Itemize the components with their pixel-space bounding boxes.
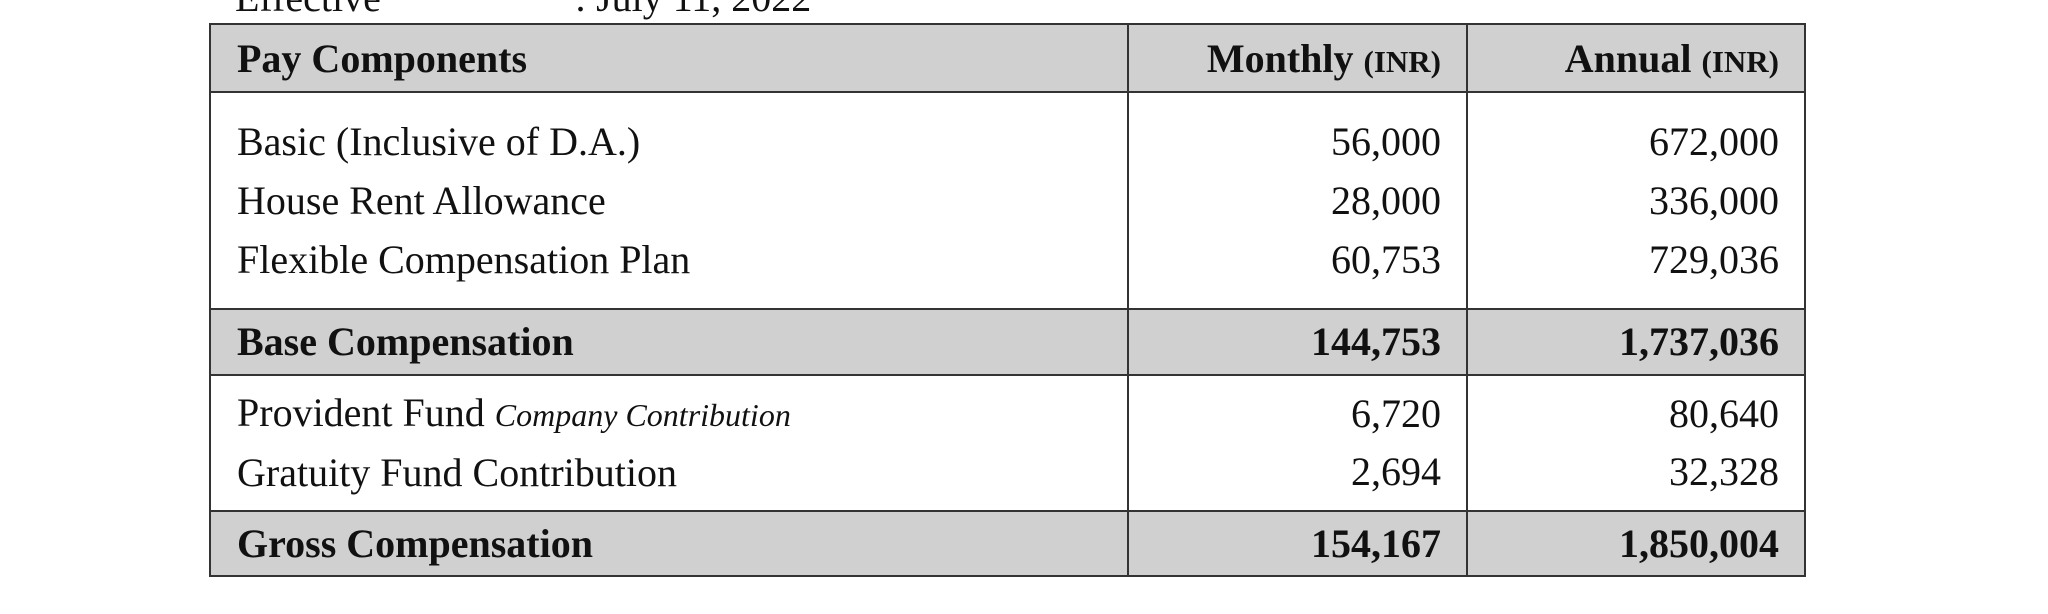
row-group: Provident Fund Company Contribution Gratu… <box>211 374 1804 510</box>
annual: 729,036 <box>1649 237 1779 282</box>
label-cell: Gratuity Fund Contribution <box>237 444 1127 502</box>
column: Provident Fund Company Contribution Gratu… <box>211 376 1127 510</box>
annual-cell: 80,640 <box>1468 385 1779 443</box>
monthly: 56,000 <box>1331 119 1441 164</box>
pay-table: Pay Components Monthly (INR) Annual (INR) B… <box>209 23 1806 577</box>
column: 154,167 <box>1127 512 1466 575</box>
column: 1,850,004 <box>1466 512 1804 575</box>
annual-cell: 336,000 <box>1468 171 1779 230</box>
monthly-cell: 2,694 <box>1129 443 1441 501</box>
column-title: Pay Components <box>237 35 528 81</box>
label: House Rent Allowance <box>237 178 606 223</box>
label-cell: Basic (Inclusive of D.A.) <box>237 112 1127 171</box>
header-text: Monthly (INR) <box>1129 35 1441 82</box>
column: 56,000 28,000 60,753 <box>1127 93 1466 308</box>
annual-cell: 1,737,036 <box>1468 312 1779 372</box>
monthly-cell: 28,000 <box>1129 171 1441 230</box>
annual-cell: 32,328 <box>1468 443 1779 501</box>
column: 1,737,036 <box>1466 310 1804 374</box>
annual-cell: 1,850,004 <box>1468 514 1779 574</box>
label: Base Compensation <box>237 319 574 364</box>
monthly-cell: 60,753 <box>1129 230 1441 289</box>
column-unit: (INR) <box>1363 43 1442 79</box>
total-row: Base Compensation 144,753 1,737,036 <box>211 308 1804 374</box>
label-cell: Gross Compensation <box>237 514 1127 574</box>
label-note: Company Contribution <box>494 397 791 433</box>
monthly: 6,720 <box>1351 391 1441 436</box>
monthly: 2,694 <box>1351 449 1441 494</box>
column: Gross Compensation <box>211 512 1127 575</box>
annual: 336,000 <box>1649 178 1779 223</box>
effective-label: Effective <box>235 0 381 21</box>
monthly: 154,167 <box>1311 520 1441 566</box>
row-group: Basic (Inclusive of D.A.) House Rent Allo… <box>211 91 1804 308</box>
label-cell: House Rent Allowance <box>237 171 1127 230</box>
annual: 32,328 <box>1669 449 1779 494</box>
annual: 672,000 <box>1649 119 1779 164</box>
monthly: 60,753 <box>1331 237 1441 282</box>
column: 80,640 32,328 <box>1466 376 1804 510</box>
monthly-cell: 6,720 <box>1129 385 1441 443</box>
label: Flexible Compensation Plan <box>237 237 691 282</box>
annual-cell: 729,036 <box>1468 230 1779 289</box>
column: 6,720 2,694 <box>1127 376 1466 510</box>
annual: 1,850,004 <box>1619 520 1779 566</box>
label-cell: Base Compensation <box>237 312 1127 372</box>
label-cell: Provident Fund Company Contribution <box>237 384 1127 444</box>
column: Base Compensation <box>211 310 1127 374</box>
column-title: Monthly <box>1206 35 1354 81</box>
header-cell: Monthly (INR) <box>1127 25 1466 91</box>
annual: 80,640 <box>1669 391 1779 436</box>
column: Basic (Inclusive of D.A.) House Rent Allo… <box>211 93 1127 308</box>
monthly: 28,000 <box>1331 178 1441 223</box>
column-title: Annual <box>1564 35 1692 81</box>
label: Basic (Inclusive of D.A.) <box>237 119 641 164</box>
label: Provident Fund <box>237 390 485 435</box>
label: Gross Compensation <box>237 520 593 566</box>
monthly: 144,753 <box>1311 319 1441 364</box>
monthly-cell: 144,753 <box>1129 312 1441 372</box>
header-cell: Pay Components <box>211 25 1127 91</box>
header-text: Annual (INR) <box>1468 35 1779 82</box>
effective-date: : July 11, 2022 <box>575 0 811 21</box>
total-row: Gross Compensation 154,167 1,850,004 <box>211 510 1804 575</box>
header-cell: Annual (INR) <box>1466 25 1804 91</box>
monthly-cell: 56,000 <box>1129 112 1441 171</box>
label: Gratuity Fund Contribution <box>237 450 677 495</box>
monthly-cell: 154,167 <box>1129 514 1441 574</box>
column: 144,753 <box>1127 310 1466 374</box>
header-row: Pay Components Monthly (INR) Annual (INR) <box>211 25 1804 91</box>
annual: 1,737,036 <box>1619 319 1779 364</box>
column: 672,000 336,000 729,036 <box>1466 93 1804 308</box>
label-cell: Flexible Compensation Plan <box>237 230 1127 289</box>
annual-cell: 672,000 <box>1468 112 1779 171</box>
column-unit: (INR) <box>1701 43 1780 79</box>
header-text: Pay Components <box>237 35 1127 82</box>
